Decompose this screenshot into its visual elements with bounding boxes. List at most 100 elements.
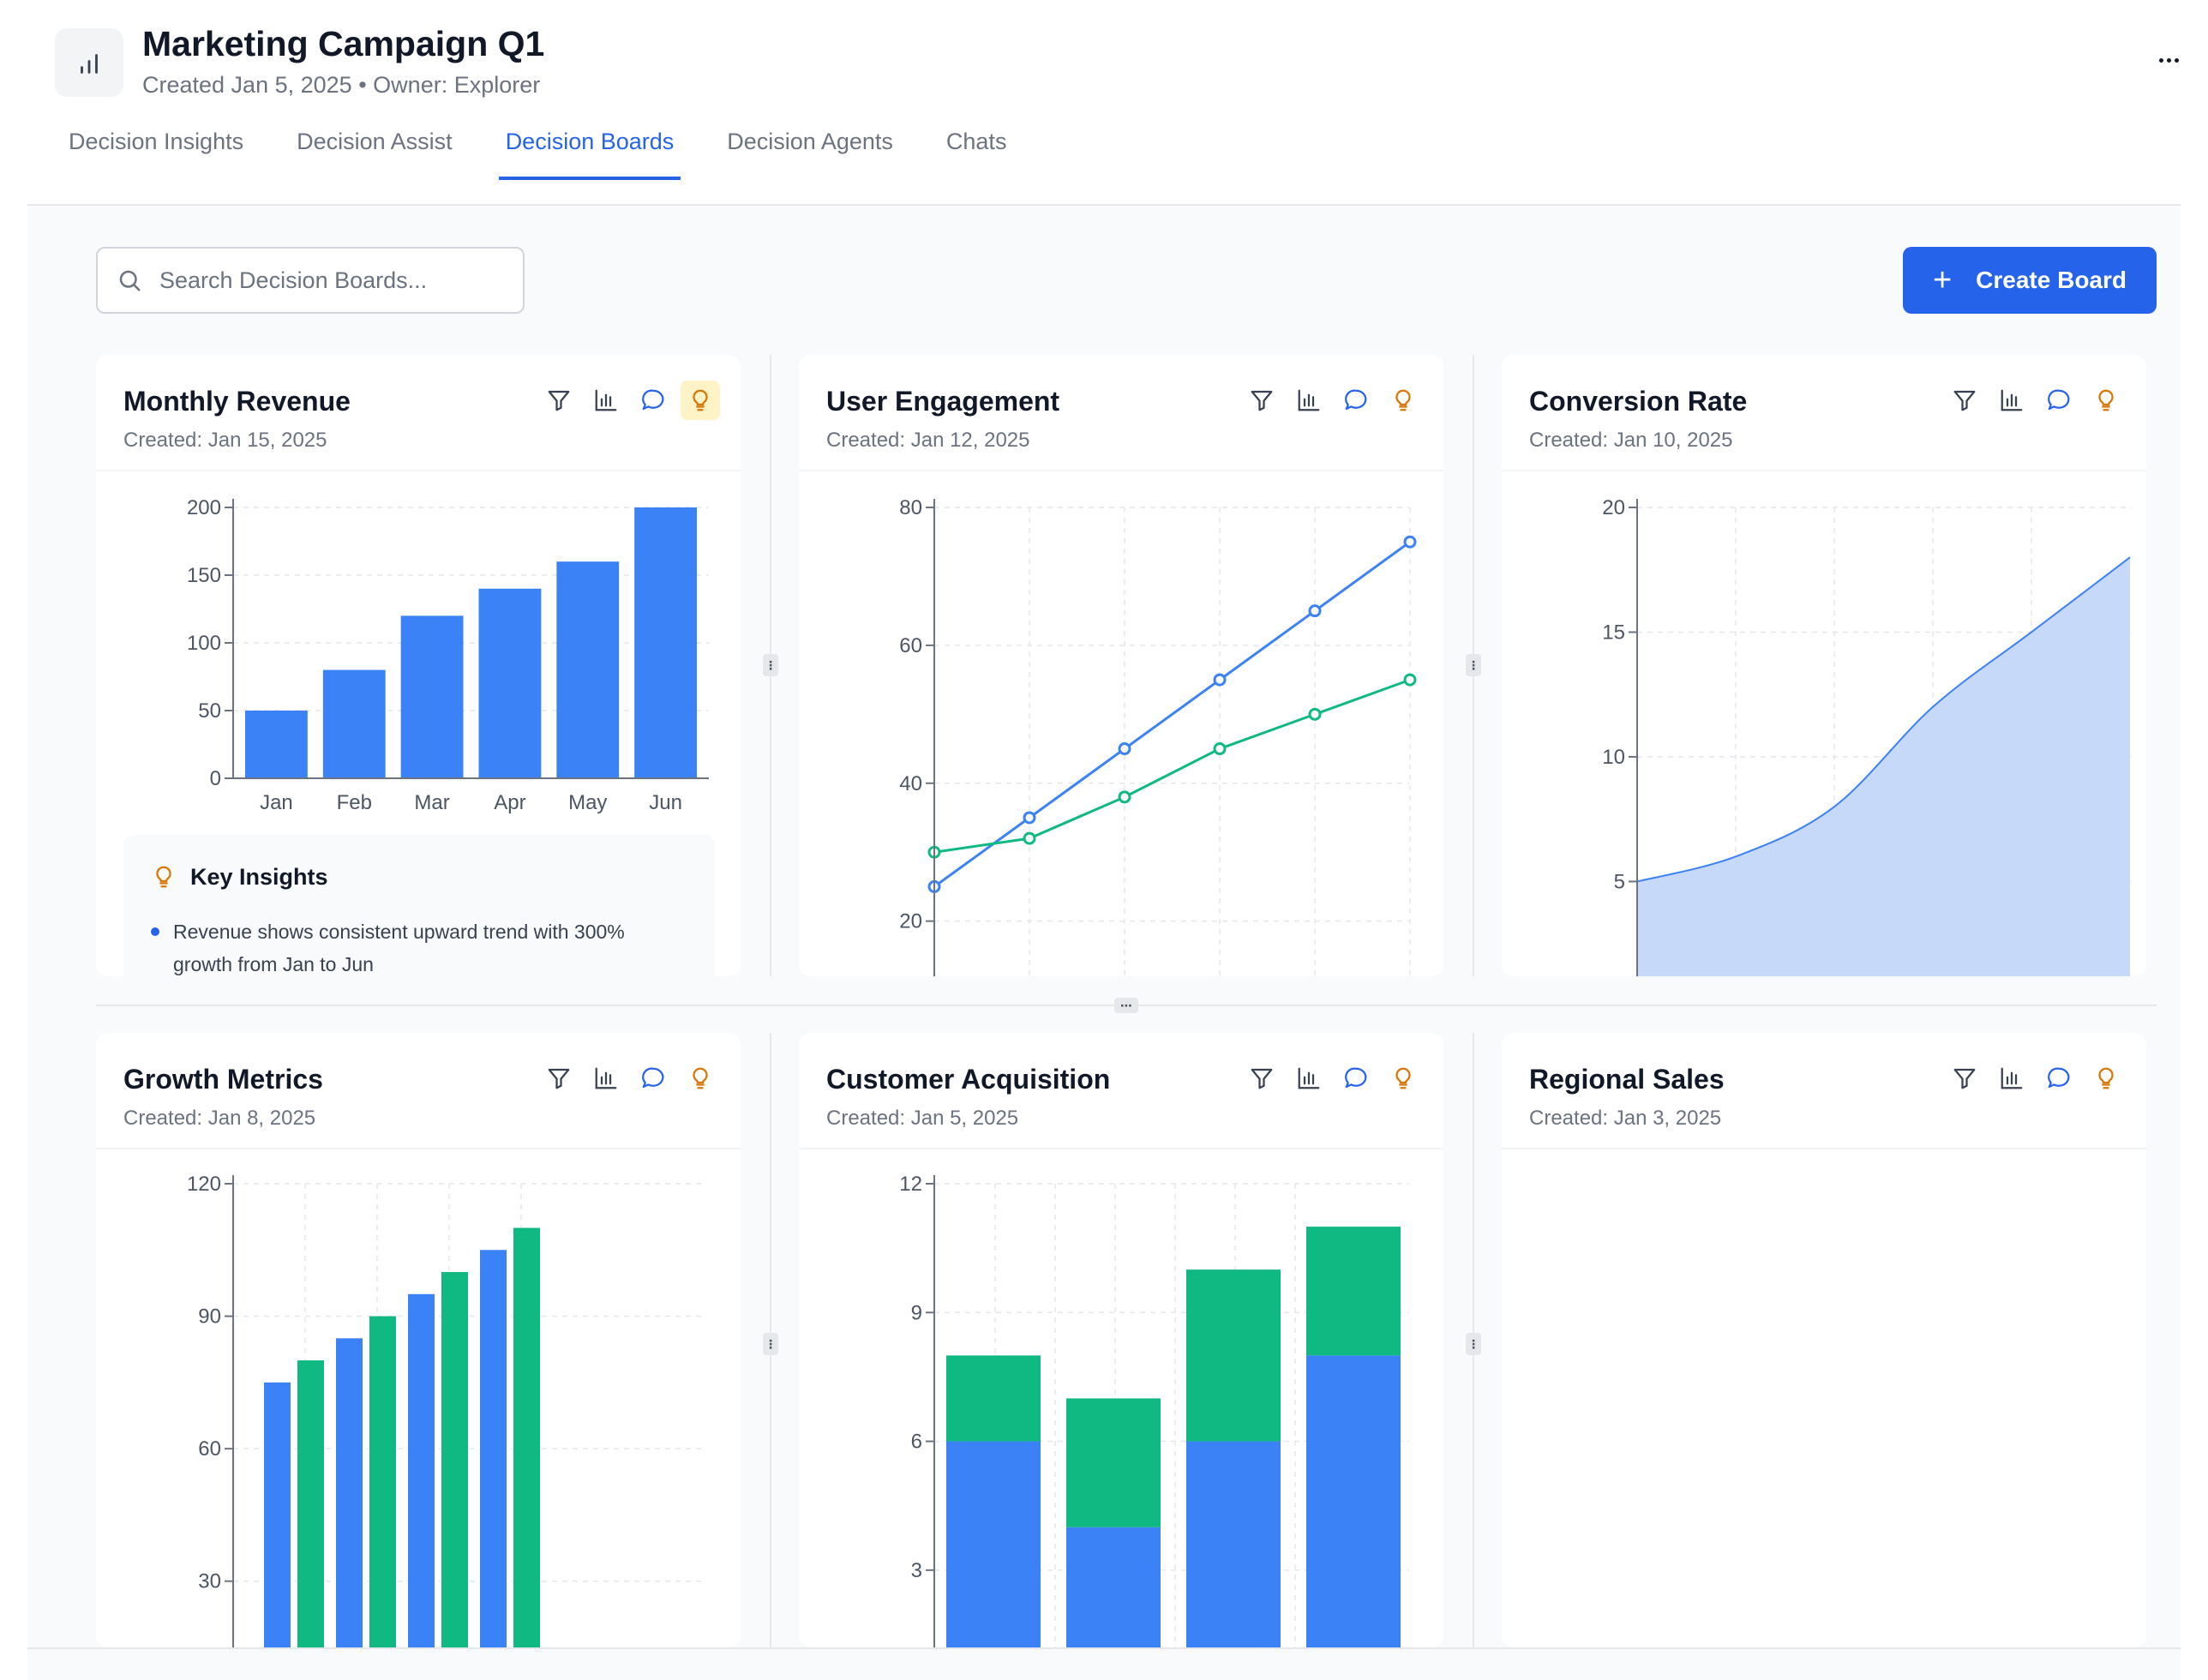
- card-divider: [96, 470, 741, 471]
- chart-type-icon[interactable]: [1289, 381, 1329, 420]
- chart-type-icon[interactable]: [586, 381, 626, 420]
- card-toolbar: [1234, 1059, 1423, 1098]
- chat-icon[interactable]: [2039, 1059, 2079, 1098]
- filter-icon[interactable]: [1945, 1059, 1984, 1098]
- card-divider: [96, 1148, 741, 1149]
- chat-icon[interactable]: [1336, 1059, 1376, 1098]
- chart-type-icon[interactable]: [1992, 1059, 2031, 1098]
- tab-chats[interactable]: Chats: [945, 129, 1007, 154]
- stacked-bar: [1186, 1441, 1281, 1647]
- y-tick-label: 80: [899, 496, 922, 519]
- header-divider: [27, 204, 2181, 206]
- filter-icon[interactable]: [1945, 381, 1984, 420]
- search-box[interactable]: [96, 247, 525, 314]
- y-tick-label: 12: [899, 1173, 922, 1196]
- board-card-growth-metrics[interactable]: Growth Metrics Created: Jan 8, 2025 30 60…: [96, 1033, 741, 1647]
- more-options-icon[interactable]: [2143, 41, 2194, 79]
- lightbulb-icon: [151, 864, 177, 894]
- filter-icon[interactable]: [539, 381, 579, 420]
- tab-decision-insights[interactable]: Decision Insights: [69, 129, 244, 154]
- x-tick-label: May: [568, 791, 607, 814]
- y-tick-label: 150: [187, 564, 221, 587]
- owner-label: Owner: Explorer: [373, 72, 541, 98]
- filter-icon[interactable]: [1242, 1059, 1281, 1098]
- series-line: [933, 678, 1411, 854]
- bar-chart-icon: [55, 28, 123, 97]
- card-date: Created: Jan 12, 2025: [826, 429, 1030, 452]
- plus-icon: +: [1932, 262, 1953, 298]
- bar: [556, 561, 620, 778]
- y-tick-label: 9: [911, 1301, 922, 1324]
- area-fill: [1637, 557, 2130, 976]
- data-point: [1118, 790, 1131, 804]
- resize-handle-icon[interactable]: ⋮: [763, 654, 778, 676]
- insight-item: Revenue shows consistent upward trend wi…: [173, 921, 625, 975]
- card-date: Created: Jan 3, 2025: [1529, 1107, 1722, 1130]
- card-toolbar: [531, 381, 720, 420]
- lightbulb-icon[interactable]: [1383, 1059, 1423, 1098]
- board-card-user-engagement[interactable]: User Engagement Created: Jan 12, 2025 20…: [799, 355, 1443, 976]
- card-date: Created: Jan 5, 2025: [826, 1107, 1019, 1130]
- card-toolbar: [531, 1059, 720, 1098]
- tab-decision-assist[interactable]: Decision Assist: [297, 129, 453, 154]
- chat-icon[interactable]: [2039, 381, 2079, 420]
- y-tick-label: 5: [1614, 870, 1625, 893]
- create-board-label: Create Board: [1976, 267, 2127, 293]
- x-tick-label: Jun: [649, 791, 682, 814]
- y-tick-label: 90: [198, 1305, 221, 1329]
- stacked-bar: [1306, 1355, 1401, 1647]
- boards-area: + Create Board Monthly Revenue Created: …: [27, 206, 2181, 1647]
- lightbulb-icon[interactable]: [2086, 1059, 2126, 1098]
- board-card-regional-sales[interactable]: Regional Sales Created: Jan 3, 2025: [1502, 1033, 2146, 1647]
- resize-handle-icon[interactable]: ⋮: [763, 1333, 778, 1355]
- bar: [634, 507, 697, 778]
- bar: [400, 615, 464, 778]
- bar: [322, 669, 386, 778]
- resize-handle-icon[interactable]: ⋮: [1466, 1333, 1481, 1355]
- chart-type-icon[interactable]: [1992, 381, 2031, 420]
- conversion-rate-chart: 5 10 15 20: [1602, 496, 2132, 976]
- y-tick-label: 200: [187, 496, 221, 519]
- bar: [480, 1250, 507, 1647]
- create-board-button[interactable]: + Create Board: [1903, 247, 2157, 314]
- resize-handle-icon[interactable]: ⋯: [1114, 998, 1138, 1013]
- data-point: [1118, 742, 1131, 756]
- app-header: Marketing Campaign Q1 Created Jan 5, 202…: [0, 0, 2208, 206]
- board-card-customer-acquisition[interactable]: Customer Acquisition Created: Jan 5, 202…: [799, 1033, 1443, 1647]
- filter-icon[interactable]: [1242, 381, 1281, 420]
- filter-icon[interactable]: [539, 1059, 579, 1098]
- chart-type-icon[interactable]: [1289, 1059, 1329, 1098]
- chart-type-icon[interactable]: [586, 1059, 626, 1098]
- card-toolbar: [1937, 1059, 2126, 1098]
- lightbulb-icon[interactable]: [1383, 381, 1423, 420]
- card-title: Customer Acquisition: [826, 1064, 1111, 1095]
- lightbulb-icon[interactable]: [2086, 381, 2126, 420]
- bar: [408, 1293, 435, 1647]
- stacked-bar: [1186, 1269, 1281, 1442]
- insights-title: Key Insights: [190, 864, 328, 890]
- chat-icon[interactable]: [633, 1059, 673, 1098]
- tab-decision-agents[interactable]: Decision Agents: [727, 129, 893, 154]
- bar: [441, 1272, 468, 1647]
- page-title: Marketing Campaign Q1: [142, 24, 545, 63]
- x-tick-label: Apr: [494, 791, 525, 814]
- board-card-monthly-revenue[interactable]: Monthly Revenue Created: Jan 15, 2025 0 5…: [96, 355, 741, 976]
- data-point: [1213, 742, 1227, 756]
- search-input[interactable]: [159, 267, 502, 294]
- x-tick-label: Mar: [414, 791, 449, 814]
- y-tick-label: 20: [1602, 496, 1625, 519]
- lightbulb-icon[interactable]: [681, 1059, 720, 1098]
- y-tick-label: 60: [198, 1437, 221, 1461]
- bar: [297, 1360, 324, 1647]
- board-card-conversion-rate[interactable]: Conversion Rate Created: Jan 10, 2025 5 1…: [1502, 355, 2146, 976]
- customer-acquisition-chart: 3 6 9 12: [899, 1173, 1409, 1647]
- chat-icon[interactable]: [633, 381, 673, 420]
- series-line: [933, 541, 1411, 888]
- growth-metrics-chart: 30 60 90 120: [187, 1173, 706, 1647]
- chat-icon[interactable]: [1336, 381, 1376, 420]
- lightbulb-icon[interactable]: [681, 381, 720, 420]
- page-subtitle: Created Jan 5, 2025 • Owner: Explorer: [142, 72, 540, 99]
- subtitle-separator: •: [358, 72, 367, 98]
- resize-handle-icon[interactable]: ⋮: [1466, 654, 1481, 676]
- tab-decision-boards[interactable]: Decision Boards: [498, 129, 681, 180]
